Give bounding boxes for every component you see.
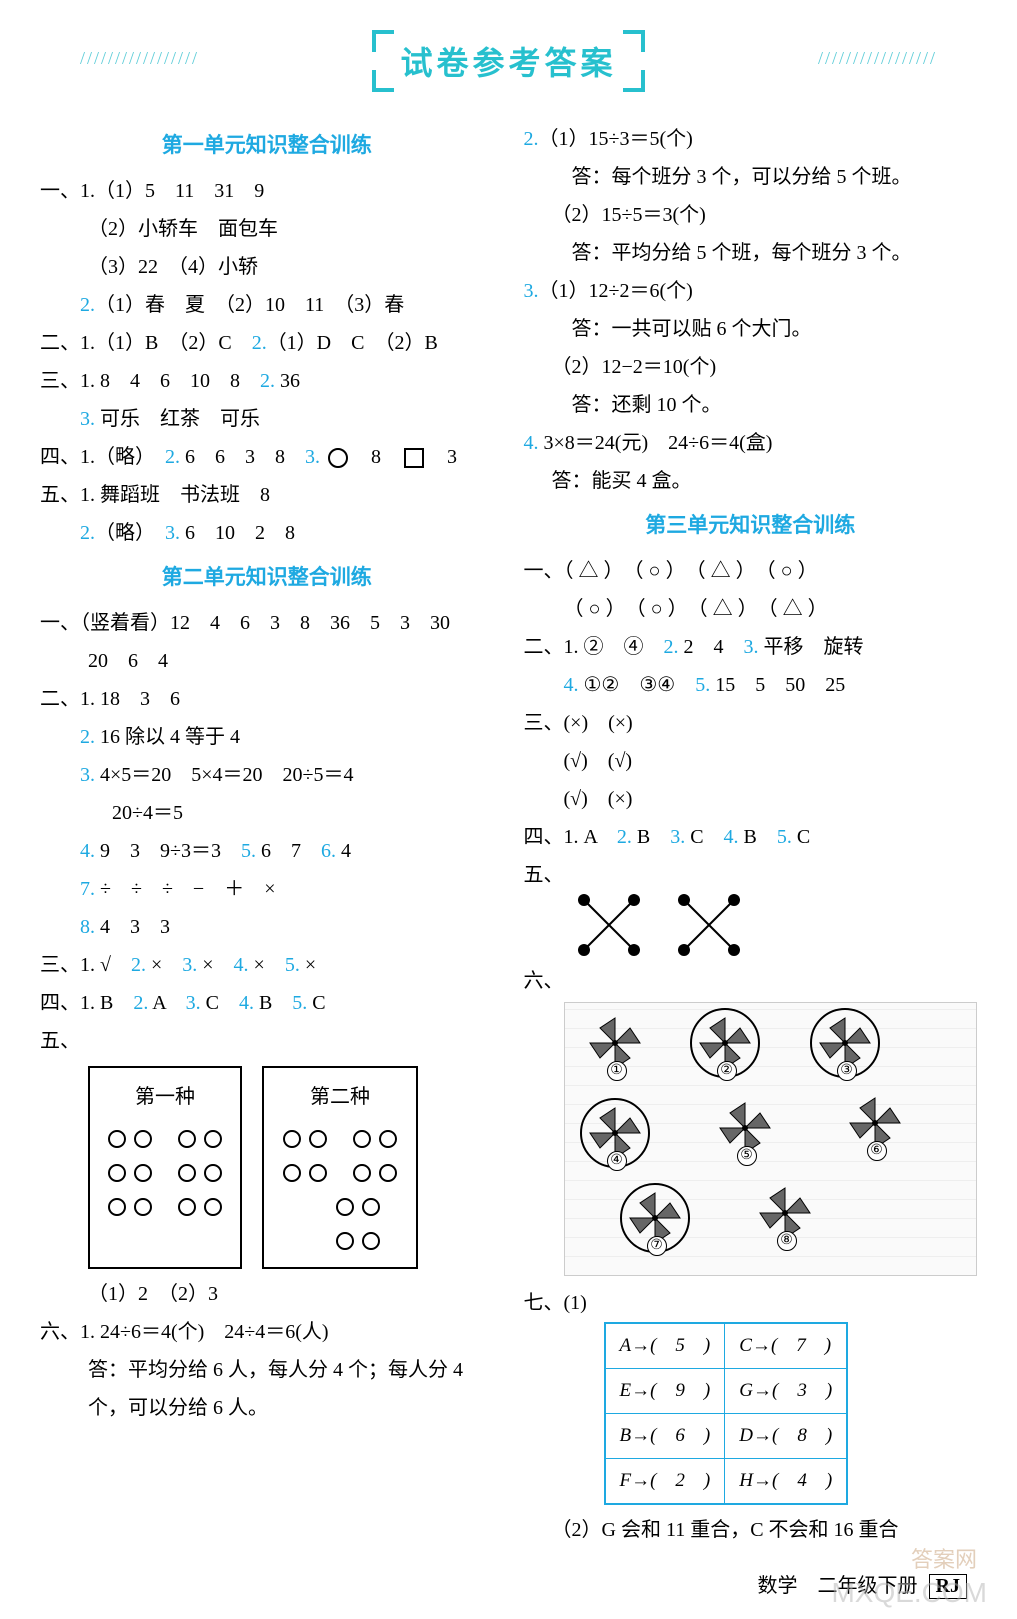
table-cell: C→( 7 ) [725, 1323, 847, 1369]
right-column: 2.（1）15÷3＝5(个) 答：每个班分 3 个，可以分给 5 个班。 （2）… [524, 120, 978, 1549]
box-row: 第一种 第二种 [88, 1066, 494, 1269]
answer-line: 四、1.（略） 2. 6 6 3 8 3. 8 3 [40, 438, 494, 476]
unit1-title: 第一单元知识整合训练 [40, 126, 494, 166]
answer-line: 五、 [40, 1022, 494, 1060]
hatch-left: ///////////////// [80, 48, 199, 69]
matching-diagram [564, 890, 764, 960]
pinwheel-icon: ② [695, 1013, 755, 1073]
arrangement-box-2: 第二种 [262, 1066, 418, 1269]
answer-line: 20÷4＝5 [40, 794, 494, 832]
answer-line: 一、（竖着看）12 4 6 3 8 36 5 3 30 [40, 604, 494, 642]
answer-line: 2. 16 除以 4 等于 4 [40, 718, 494, 756]
content-columns: 第一单元知识整合训练 一、1.（1）5 11 31 9 （2）小轿车 面包车 （… [40, 120, 977, 1549]
pinwheel-grid: ①②③ ④ ⑤ ⑥ ⑦ ⑧ [564, 1002, 978, 1276]
table-cell: H→( 4 ) [725, 1459, 847, 1505]
answer-line: 4. 3×8＝24(元) 24÷6＝4(盒) [524, 424, 978, 462]
table-cell: D→( 8 ) [725, 1414, 847, 1459]
corner-icon [623, 70, 645, 92]
circle-icon [328, 448, 348, 468]
answer-line: 7. ÷ ÷ ÷ − ＋ × [40, 870, 494, 908]
answer-line: 二、1. ② ④ 2. 2 4 3. 平移 旋转 [524, 628, 978, 666]
footer-text: 数学 二年级下册 [758, 1575, 918, 1597]
pinwheel-icon: ⑦ [625, 1188, 685, 1248]
answer-line: 二、1. 18 3 6 [40, 680, 494, 718]
table-cell: A→( 5 ) [605, 1323, 725, 1369]
answer-line: （2）小轿车 面包车 [40, 210, 494, 248]
corner-icon [372, 70, 394, 92]
page-footer: 数学 二年级下册 RJ [40, 1569, 977, 1599]
answer-line: 答：每个班分 3 个，可以分给 5 个班。 [524, 158, 978, 196]
answer-line: 三、(×) (×) [524, 704, 978, 742]
box-title: 第二种 [278, 1078, 402, 1116]
unit2-title: 第二单元知识整合训练 [40, 558, 494, 598]
answer-line: 七、(1) [524, 1284, 978, 1322]
square-icon [404, 448, 424, 468]
answer-line: 六、1. 24÷6＝4(个) 24÷4＝6(人) [40, 1313, 494, 1351]
pinwheel-icon: ⑧ [755, 1183, 815, 1243]
answer-line: 四、1. A 2. B 3. C 4. B 5. C [524, 818, 978, 856]
answer-line: （ ○ ） （ ○ ） （ △ ） （ △ ） [524, 590, 978, 628]
arrangement-box-1: 第一种 [88, 1066, 242, 1269]
answer-line: 三、1. 8 4 6 10 8 2. 36 [40, 362, 494, 400]
answer-line: （2）G 会和 11 重合，C 不会和 16 重合 [524, 1511, 978, 1549]
answer-line: 五、1. 舞蹈班 书法班 8 [40, 476, 494, 514]
left-column: 第一单元知识整合训练 一、1.（1）5 11 31 9 （2）小轿车 面包车 （… [40, 120, 494, 1549]
pinwheel-icon: ④ [585, 1103, 645, 1163]
unit3-title: 第三单元知识整合训练 [524, 506, 978, 546]
pinwheel-icon: ⑥ [845, 1093, 905, 1153]
corner-icon [372, 30, 394, 52]
footer-tag: RJ [929, 1574, 967, 1599]
answer-line: 答：平均分给 5 个班，每个班分 3 个。 [524, 234, 978, 272]
pinwheel-icon: ③ [815, 1013, 875, 1073]
answer-line: 四、1. B 2. A 3. C 4. B 5. C [40, 984, 494, 1022]
answer-line: 2.（略） 3. 6 10 2 8 [40, 514, 494, 552]
answer-line: 答：一共可以贴 6 个大门。 [524, 310, 978, 348]
answer-line: （1）2 （2）3 [40, 1275, 494, 1313]
answer-line: （3）22 （4）小轿 [40, 248, 494, 286]
answer-line: 五、 [524, 856, 978, 894]
answer-line: 六、 [524, 962, 978, 1000]
answer-line: 3.（1）12÷2＝6(个) [524, 272, 978, 310]
answer-line: 答：还剩 10 个。 [524, 386, 978, 424]
table-cell: E→( 9 ) [605, 1368, 725, 1413]
answer-line: 4. 9 3 9÷3＝3 5. 6 7 6. 4 [40, 832, 494, 870]
answer-line: 三、1. √ 2. × 3. × 4. × 5. × [40, 946, 494, 984]
answer-line: (√) (×) [524, 780, 978, 818]
hatch-right: ///////////////// [818, 48, 937, 69]
answer-line: （2）15÷5＝3(个) [524, 196, 978, 234]
table-cell: F→( 2 ) [605, 1459, 725, 1505]
answer-line: 个，可以分给 6 人。 [40, 1389, 494, 1427]
answer-line: 二、1.（1）B （2）C 2.（1）D C （2）B [40, 324, 494, 362]
pinwheel-icon: ① [585, 1013, 645, 1073]
answer-line: 3. 4×5＝20 5×4＝20 20÷5＝4 [40, 756, 494, 794]
answer-table: A→( 5 )C→( 7 ) E→( 9 )G→( 3 ) B→( 6 )D→(… [604, 1322, 849, 1505]
pinwheel-icon: ⑤ [715, 1098, 775, 1158]
answer-line: 一、（ △ ） （ ○ ） （ △ ） （ ○ ） [524, 552, 978, 590]
page-header: ///////////////// 试卷参考答案 ///////////////… [40, 30, 977, 90]
corner-icon [623, 30, 645, 52]
table-cell: G→( 3 ) [725, 1368, 847, 1413]
answer-line: 一、1.（1）5 11 31 9 [40, 172, 494, 210]
page: ///////////////// 试卷参考答案 ///////////////… [0, 0, 1017, 1619]
answer-line: （2）12−2＝10(个) [524, 348, 978, 386]
answer-line: 答：平均分给 6 人，每人分 4 个；每人分 4 [40, 1351, 494, 1389]
box-title: 第一种 [104, 1078, 226, 1116]
answer-line: 答：能买 4 盒。 [524, 462, 978, 500]
table-cell: B→( 6 ) [605, 1414, 725, 1459]
answer-line: 2.（1）春 夏 （2）10 11 （3）春 [40, 286, 494, 324]
answer-line: 3. 可乐 红茶 可乐 [40, 400, 494, 438]
answer-line: 2.（1）15÷3＝5(个) [524, 120, 978, 158]
answer-line: 4. ①② ③④ 5. 15 5 50 25 [524, 666, 978, 704]
answer-line: 20 6 4 [40, 642, 494, 680]
page-title: 试卷参考答案 [400, 45, 616, 81]
title-box: 试卷参考答案 [372, 30, 644, 92]
answer-line: 8. 4 3 3 [40, 908, 494, 946]
answer-line: (√) (√) [524, 742, 978, 780]
